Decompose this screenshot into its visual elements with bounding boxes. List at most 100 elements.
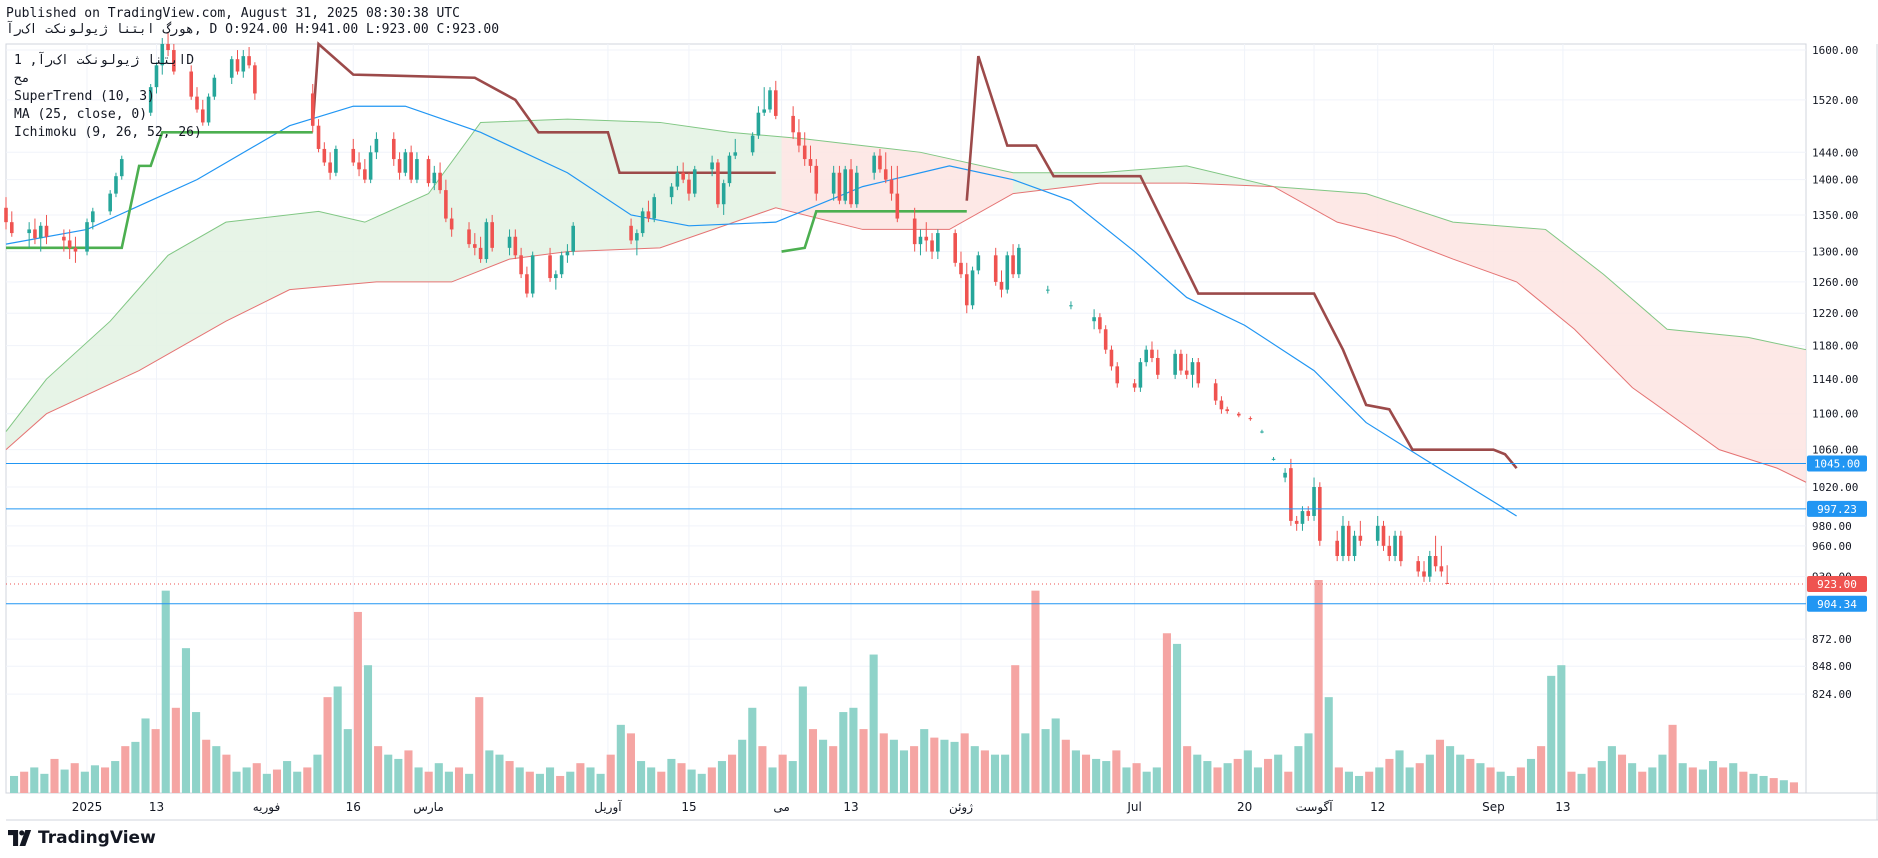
candle-body <box>409 152 413 180</box>
price-label-bg <box>1807 500 1867 517</box>
candle-body <box>1173 353 1177 375</box>
candle-body <box>1150 349 1154 358</box>
volume-bar <box>1668 724 1677 793</box>
candle-body <box>1179 353 1183 371</box>
candle-body <box>1098 317 1102 330</box>
candle-body <box>85 222 89 252</box>
y-tick-label: 848.00 <box>1812 660 1852 673</box>
x-tick-label: فوریه <box>253 800 281 815</box>
y-tick-label: 1440.00 <box>1812 146 1858 159</box>
volume-bar <box>1617 754 1627 793</box>
x-tick-label: 12 <box>1370 800 1385 814</box>
volume-bar <box>667 758 676 793</box>
x-tick-label: Jul <box>1126 800 1141 814</box>
volume-bar <box>60 769 69 793</box>
ma-line <box>5 105 1517 517</box>
supertrend-up <box>781 210 967 253</box>
volume-bar <box>141 718 150 793</box>
volume-bar <box>1001 754 1010 793</box>
candle-body <box>1352 535 1357 556</box>
volume-bar <box>1708 761 1718 793</box>
volume-bar <box>394 758 403 793</box>
x-tick-label: 15 <box>681 800 696 814</box>
volume-bar <box>1274 754 1283 793</box>
y-tick-label: 1300.00 <box>1812 246 1858 259</box>
y-tick-label: 1600.00 <box>1812 44 1858 57</box>
candle-body <box>1346 525 1351 556</box>
volume-bar <box>1658 754 1667 793</box>
volume-bar <box>1678 763 1687 793</box>
volume-bar <box>829 746 838 793</box>
volume-bar <box>414 767 423 793</box>
x-tick-label: می <box>773 800 789 814</box>
volume-bar <box>1557 665 1566 793</box>
candle-body <box>9 222 14 234</box>
volume-bar <box>1324 697 1333 793</box>
candle-body <box>924 236 929 241</box>
legend-ma[interactable]: MA (25, close, 0) <box>14 107 148 122</box>
volume-bar <box>70 763 79 793</box>
volume-bar <box>1749 773 1758 793</box>
volume-bar <box>161 590 170 793</box>
candle-body <box>1289 468 1293 521</box>
candle-body <box>964 274 969 306</box>
candle-body <box>27 229 31 234</box>
volume-bar <box>465 773 474 793</box>
candle-body <box>426 159 431 184</box>
candle-body <box>166 44 170 51</box>
candle-body <box>44 225 49 237</box>
volume-bar <box>171 707 180 793</box>
volume-bar <box>576 763 585 793</box>
tradingview-footer[interactable]: TradingView <box>8 828 156 848</box>
volume-bar <box>293 771 302 793</box>
candle-body <box>1237 413 1241 416</box>
candle-body <box>154 65 159 88</box>
volume-bar <box>1496 771 1505 793</box>
volume-bar <box>262 773 271 793</box>
volume-bar <box>859 729 868 793</box>
candle-body <box>478 247 483 260</box>
candle-body <box>936 233 940 252</box>
volume-bar <box>1203 761 1212 793</box>
volume-bar <box>1405 767 1414 793</box>
candle-body <box>652 197 657 219</box>
volume-bar <box>1779 780 1788 793</box>
volume-bar <box>1081 754 1091 793</box>
x-tick-label: 16 <box>346 800 361 814</box>
candle-body <box>646 211 651 219</box>
candle-body <box>1358 535 1363 541</box>
volume-bar <box>1314 580 1323 793</box>
candle-body <box>357 162 361 170</box>
volume-bar <box>1537 746 1546 793</box>
volume-bar <box>798 686 807 793</box>
y-tick-label: 872.00 <box>1812 633 1852 646</box>
volume-bar <box>1365 771 1374 793</box>
legend-symbol[interactable]: ابتنا ژیولونکت اک‌رآ, 1D <box>14 53 195 68</box>
candle-body <box>762 109 766 113</box>
candle-body <box>1260 431 1264 433</box>
volume-bar <box>495 754 504 793</box>
volume-bar <box>808 729 818 793</box>
legend-ichimoku[interactable]: Ichimoku (9, 26, 52, 26) <box>14 125 202 140</box>
volume-bar <box>1759 775 1768 793</box>
candle-body <box>1155 357 1160 375</box>
volume-bar <box>849 707 858 793</box>
volume-bar <box>1395 750 1404 793</box>
volume-bar <box>616 724 625 793</box>
volume-bar <box>1688 767 1697 793</box>
candle-body <box>681 172 685 180</box>
candle-body <box>1184 370 1189 375</box>
volume-bar <box>313 754 322 793</box>
volume-bar <box>1526 758 1536 793</box>
candle-body <box>1225 409 1230 412</box>
candle-body <box>1144 349 1148 363</box>
volume-bar <box>778 754 787 793</box>
legend-supertrend[interactable]: SuperTrend (10, 3) <box>14 89 155 104</box>
x-tick-label: Sep <box>1482 800 1505 814</box>
candle-body <box>1393 535 1397 556</box>
volume-bar <box>545 767 555 793</box>
ichimoku-span-a <box>5 118 1807 432</box>
candle-body <box>241 56 246 72</box>
candle-body <box>1422 571 1426 577</box>
